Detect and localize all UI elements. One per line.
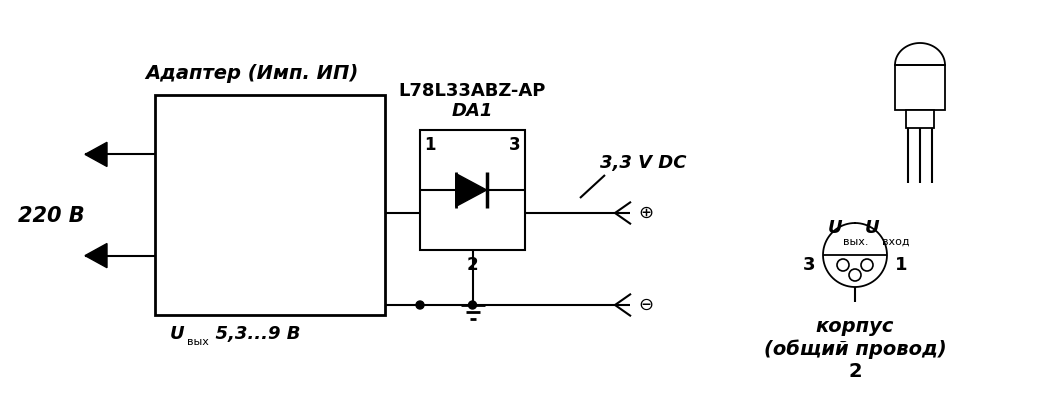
Text: L78L33ABZ-AP: L78L33ABZ-AP [399, 82, 547, 100]
Text: U: U [828, 219, 842, 237]
Circle shape [861, 259, 873, 271]
Text: 2: 2 [466, 256, 478, 274]
Text: (общий провод): (общий провод) [763, 339, 947, 359]
Bar [895, 65, 945, 110]
Text: ⊕: ⊕ [638, 204, 653, 222]
Text: вых: вых [187, 337, 208, 347]
Text: 1: 1 [424, 136, 436, 154]
Circle shape [469, 301, 477, 309]
Text: вход: вход [882, 237, 910, 247]
Text: 3: 3 [802, 256, 815, 274]
Text: DA1: DA1 [452, 102, 493, 120]
Text: 3,3 V DC: 3,3 V DC [600, 154, 687, 172]
Polygon shape [85, 142, 107, 166]
Circle shape [849, 269, 861, 281]
Text: U: U [170, 325, 184, 343]
Text: 220 В: 220 В [18, 206, 84, 226]
Text: 1: 1 [895, 256, 908, 274]
Polygon shape [456, 174, 486, 207]
Text: вых.: вых. [843, 237, 869, 247]
Circle shape [837, 259, 849, 271]
Text: 2: 2 [848, 362, 861, 381]
Bar [155, 95, 385, 315]
Text: 5,3...9 В: 5,3...9 В [203, 325, 300, 343]
Text: 3: 3 [510, 136, 521, 154]
Circle shape [416, 301, 424, 309]
Bar [420, 130, 525, 250]
Text: Адаптер (Имп. ИП): Адаптер (Имп. ИП) [145, 64, 358, 83]
Bar [906, 110, 934, 128]
Text: U: U [865, 219, 879, 237]
Polygon shape [85, 243, 107, 268]
Text: ⊖: ⊖ [638, 296, 653, 314]
Text: корпус: корпус [816, 317, 894, 336]
